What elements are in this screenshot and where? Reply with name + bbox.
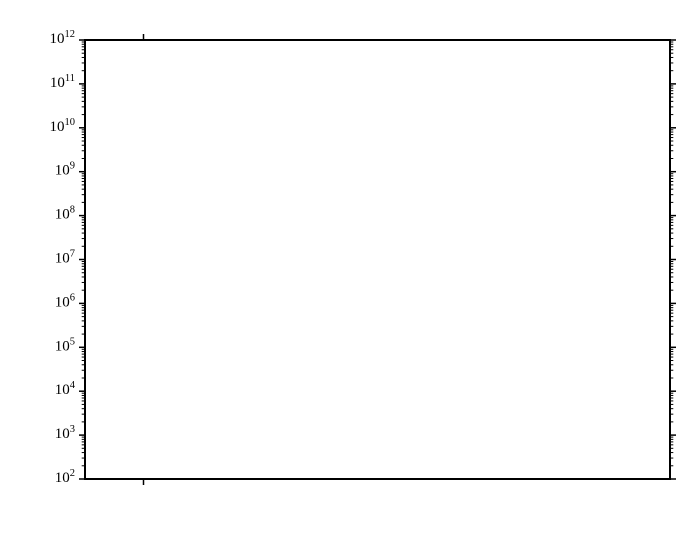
y-tick-label: 105: [55, 336, 75, 355]
y-tick-label: 104: [55, 380, 76, 399]
y-tick-label: 107: [55, 248, 75, 267]
y-tick-label: 103: [55, 424, 75, 443]
y-tick-label: 108: [55, 205, 75, 224]
y-tick-label: 106: [55, 292, 75, 311]
y-tick-label: 1010: [50, 117, 76, 136]
plot-frame: [85, 40, 670, 479]
y-tick-label: 1012: [50, 29, 76, 48]
y-tick-label: 109: [55, 161, 75, 180]
y-tick-label: 102: [55, 468, 75, 487]
abundance-bar-chart: 102 103 104 105 106 107 108 109 1010 1011 1012: [0, 0, 685, 539]
y-tick-label: 1011: [50, 73, 75, 92]
